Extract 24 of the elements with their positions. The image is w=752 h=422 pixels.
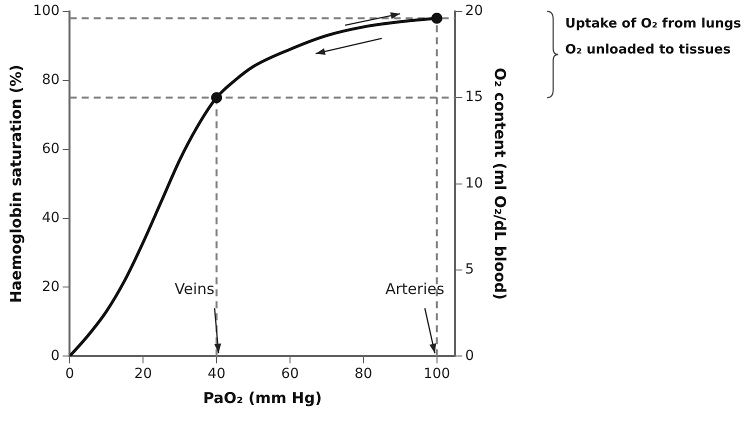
text: O₂ unloaded to tissues bbox=[565, 42, 731, 58]
y-tick-label: 60 bbox=[42, 140, 60, 157]
y2-tick-label: 0 bbox=[465, 348, 474, 364]
y-tick-label: 40 bbox=[42, 210, 60, 226]
x-tick-label: 40 bbox=[208, 366, 226, 382]
text: Uptake of O₂ from lungs bbox=[565, 16, 742, 32]
y2-axis-title: O₂ content (ml O₂/dL blood) bbox=[491, 68, 510, 300]
y-tick-label: 80 bbox=[42, 72, 60, 88]
y2-tick-label: 5 bbox=[465, 262, 474, 278]
x-axis-title: PaO₂ (mm Hg) bbox=[203, 388, 322, 407]
x-tick-label: 60 bbox=[281, 366, 299, 382]
y2-tick-label: 20 bbox=[465, 3, 484, 20]
x-tick-label: 100 bbox=[423, 366, 450, 382]
x-tick-label: 20 bbox=[134, 366, 152, 382]
x-tick-label: 0 bbox=[65, 366, 74, 382]
x-tick-label: 80 bbox=[354, 366, 372, 382]
y-tick-label: 100 bbox=[32, 3, 60, 20]
y-tick-label: 20 bbox=[42, 278, 60, 295]
annotation: Veins bbox=[174, 280, 215, 298]
y2-tick-label: 15 bbox=[465, 89, 484, 106]
y-axis-title: Haemoglobin saturation (%) bbox=[6, 64, 25, 304]
annotation: Arteries bbox=[385, 280, 444, 298]
y-tick-label: 0 bbox=[50, 348, 60, 364]
y2-tick-label: 10 bbox=[465, 175, 484, 192]
